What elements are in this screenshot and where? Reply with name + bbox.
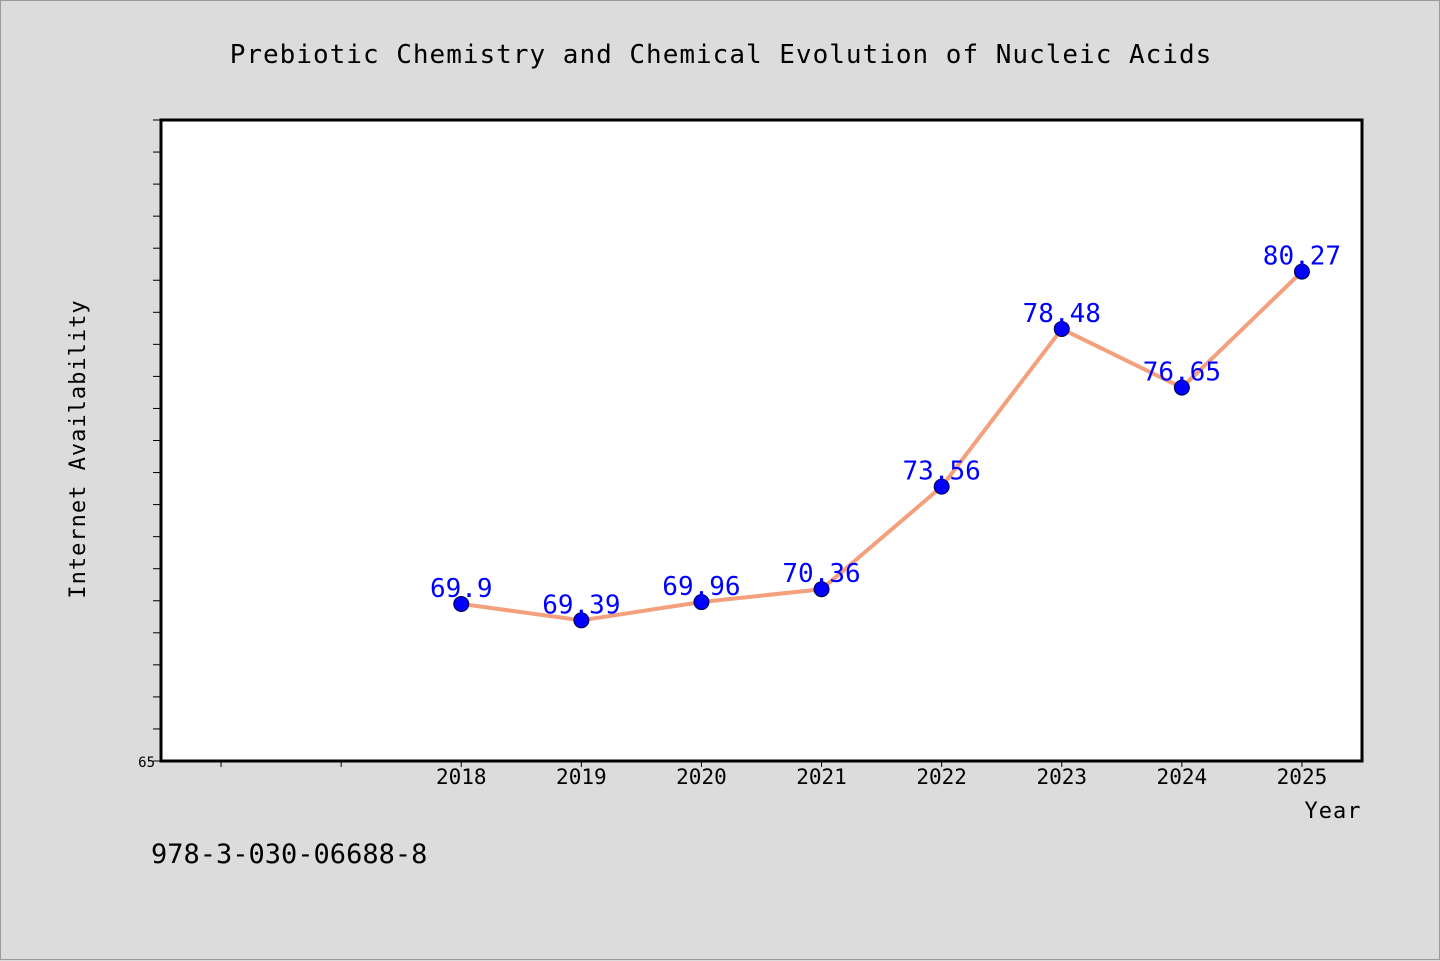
data-label: 78.48 bbox=[1023, 299, 1101, 329]
x-tick-label: 2019 bbox=[556, 765, 607, 789]
x-tick-label: 2022 bbox=[916, 765, 967, 789]
chart-title: Prebiotic Chemistry and Chemical Evoluti… bbox=[230, 40, 1213, 70]
x-tick-label: 2018 bbox=[436, 765, 487, 789]
data-label: 80.27 bbox=[1263, 242, 1341, 272]
data-label: 69.9 bbox=[430, 574, 493, 604]
data-point bbox=[813, 581, 830, 598]
y-tick-label: 65 bbox=[138, 755, 155, 771]
data-labels: 69.9 69.39 69.96 70.36 73.56 78.48 76.65 80.27 bbox=[430, 242, 1341, 621]
data-point bbox=[1293, 263, 1310, 280]
data-point bbox=[1173, 379, 1190, 396]
series-line bbox=[460, 270, 1304, 623]
y-axis-label: Internet Availability bbox=[66, 299, 91, 598]
footnote-isbn: 978-3-030-06688-8 bbox=[151, 839, 427, 870]
x-axis-label: Year bbox=[1305, 799, 1362, 824]
x-tick-label: 2025 bbox=[1277, 765, 1328, 789]
data-point bbox=[453, 595, 470, 612]
data-label: 69.39 bbox=[542, 590, 620, 620]
data-label: 73.56 bbox=[903, 457, 981, 487]
data-label: 69.96 bbox=[662, 572, 740, 602]
plot-area bbox=[159, 118, 1364, 763]
x-tick-label: 2024 bbox=[1157, 765, 1208, 789]
x-tick-label: 2021 bbox=[796, 765, 847, 789]
y-axis-ticks: 65 bbox=[138, 119, 161, 771]
data-point bbox=[933, 478, 950, 495]
series-layer bbox=[453, 263, 1310, 629]
x-axis-ticks: 2018 2019 2020 2021 2022 2023 2024 2025 bbox=[220, 761, 1328, 789]
data-label: 76.65 bbox=[1143, 358, 1221, 388]
data-point bbox=[573, 612, 590, 629]
data-label: 70.36 bbox=[782, 559, 860, 589]
x-tick-label: 2023 bbox=[1036, 765, 1087, 789]
data-point bbox=[1053, 320, 1070, 337]
data-point bbox=[693, 594, 710, 611]
x-tick-label: 2020 bbox=[676, 765, 727, 789]
